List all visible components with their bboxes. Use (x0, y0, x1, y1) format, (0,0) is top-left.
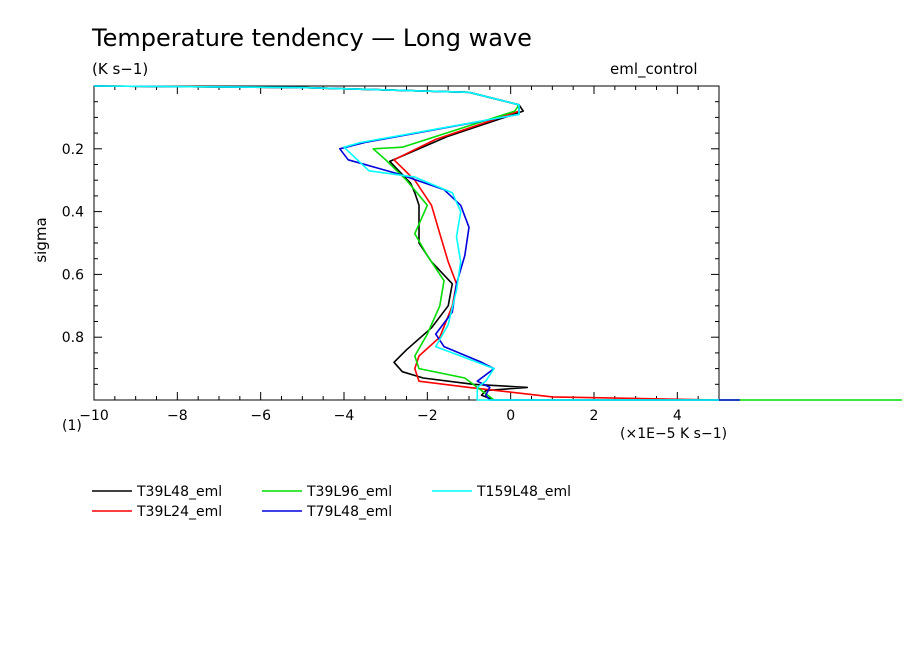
x-tick-label: −4 (334, 408, 355, 424)
units-label: (K s−1) (92, 60, 148, 78)
series-layer (93, 85, 902, 401)
x-tick-label: 2 (590, 408, 599, 424)
corner-label: (1) (62, 418, 82, 434)
x-tick-label: −10 (79, 408, 109, 424)
x-tick-label: −2 (417, 408, 438, 424)
legend-label: T159L48_eml (476, 484, 571, 500)
series-line-t39l96_eml (93, 85, 902, 401)
legend-label: T79L48_eml (306, 504, 392, 520)
series-line-t39l24_eml (93, 85, 720, 401)
y-tick-label: 0.8 (62, 330, 84, 346)
series-line-t159l48_eml (93, 85, 719, 401)
legend-label: T39L96_eml (306, 484, 392, 500)
legend-label: T39L24_eml (136, 504, 222, 520)
x-tick-label: −8 (167, 408, 188, 424)
legend-label: T39L48_eml (136, 484, 222, 500)
experiment-label: eml_control (610, 60, 698, 79)
y-axis-label: sigma (32, 217, 50, 262)
series-line-t39l48_eml (93, 85, 529, 401)
chart-title: Temperature tendency — Long wave (91, 24, 532, 52)
y-tick-label: 0.2 (62, 142, 84, 158)
y-tick-label: 0.6 (62, 267, 84, 283)
x-tick-label: −6 (250, 408, 271, 424)
x-tick-label: 4 (673, 408, 682, 424)
plot-frame (93, 85, 720, 401)
y-tick-label: 0.4 (62, 205, 84, 221)
legend: T39L48_eml T39L24_eml T39L96_eml T79L48_eml… (92, 484, 571, 520)
x-tick-label: 0 (506, 408, 515, 424)
axis-ticks: −10 −8 −6 −4 −2 0 2 4 0.2 0.4 0.6 0.8 (62, 86, 720, 424)
x-axis-units: (×1E−5 K s−1) (620, 426, 727, 442)
